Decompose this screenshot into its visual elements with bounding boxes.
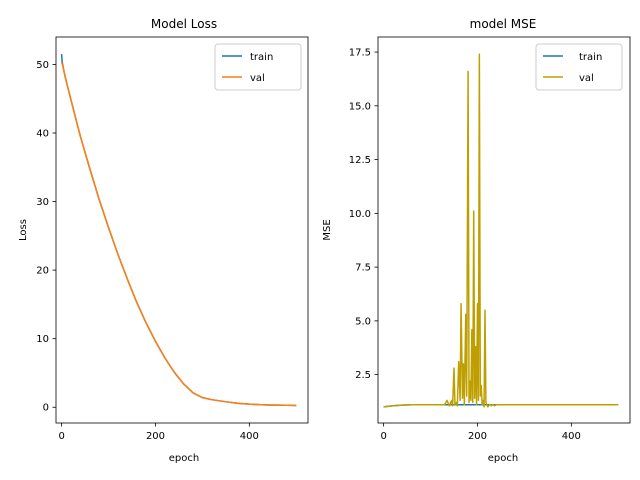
- mse-panel: model MSE 0 200 400 2.5 5.0 7.5 10.0 12.5 15.0 17…: [322, 17, 631, 464]
- mse-x-axis-label: epoch: [488, 453, 518, 464]
- mse-legend: train val: [535, 43, 623, 91]
- mse-ticks: 0 200 400 2.5 5.0 7.5 10.0 12.5 15.0 17.5: [349, 48, 581, 442]
- loss-x-tick-label-200: 200: [146, 431, 165, 442]
- loss-ticks: 0 200 400 0 10 20 30 40 50: [36, 60, 259, 442]
- mse-x-tick-label-400: 400: [562, 431, 581, 442]
- mse-legend-val-label: val: [579, 73, 594, 84]
- mse-y-tick-label-1: 5.0: [355, 316, 371, 327]
- loss-y-tick-label-4: 40: [36, 128, 49, 139]
- mse-y-tick-label-2: 7.5: [355, 263, 371, 274]
- mse-y-axis-label: MSE: [322, 219, 333, 240]
- loss-legend-train-label: train: [250, 52, 273, 63]
- mse-y-tick-label-4: 12.5: [349, 155, 371, 166]
- mse-x-tick-label-200: 200: [468, 431, 487, 442]
- loss-series-val-line: [60, 62, 297, 407]
- loss-chart-title: Model Loss: [151, 17, 217, 31]
- loss-x-tick-label-0: 0: [58, 431, 64, 442]
- mse-chart-title: model MSE: [470, 17, 537, 31]
- mse-y-tick-label-5: 15.0: [349, 101, 371, 112]
- loss-y-tick-label-3: 30: [36, 197, 49, 208]
- loss-y-tick-label-0: 0: [43, 403, 49, 414]
- loss-y-tick-label-2: 20: [36, 266, 49, 277]
- mse-y-tick-label-3: 10.0: [349, 209, 371, 220]
- loss-plot-area: [60, 54, 297, 407]
- loss-x-tick-label-400: 400: [240, 431, 259, 442]
- mse-series-val-line: [383, 53, 619, 408]
- loss-y-axis-label: Loss: [18, 219, 29, 241]
- mse-axes-frame: [377, 36, 631, 424]
- mse-plot-area: [383, 53, 619, 408]
- mse-y-tick-label-0: 2.5: [355, 370, 371, 381]
- mse-y-tick-label-6: 17.5: [349, 48, 371, 59]
- loss-y-tick-label-1: 10: [36, 334, 49, 345]
- loss-legend: train val: [214, 43, 302, 91]
- mse-legend-train-label: train: [579, 52, 602, 63]
- loss-panel: Model Loss 0 200 400 0 10 20 30 40 50 epoch Loss…: [18, 17, 309, 464]
- mse-x-tick-label-0: 0: [380, 431, 386, 442]
- loss-legend-val-label: val: [250, 73, 265, 84]
- loss-axes-frame: [55, 36, 309, 424]
- loss-y-tick-label-5: 50: [36, 60, 49, 71]
- loss-x-axis-label: epoch: [169, 453, 199, 464]
